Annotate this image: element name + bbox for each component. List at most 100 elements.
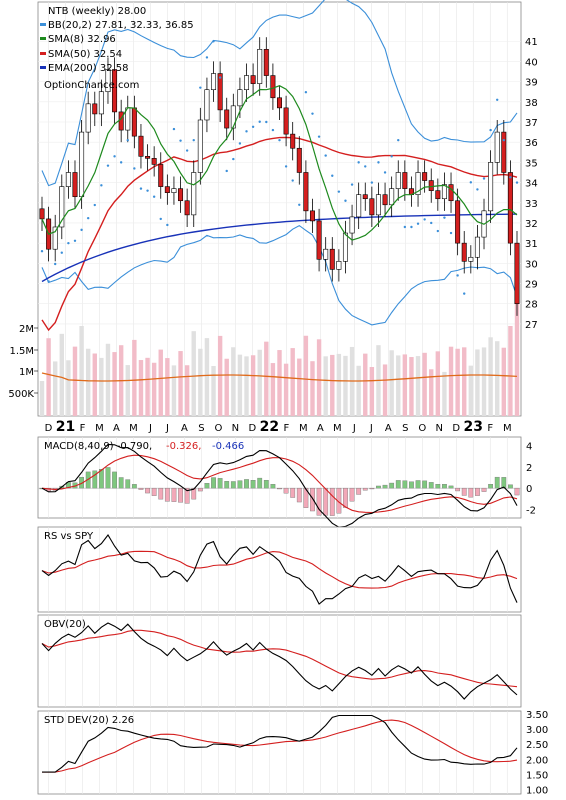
macd-hist-bar [428,482,434,489]
volume-bar [224,358,229,416]
macd-hist-bar [290,487,296,498]
legend-swatch-sma8 [40,37,46,40]
macd-hist-bar [197,487,203,492]
psar-dot [311,112,314,115]
macd-hist-bar [283,487,289,494]
psar-dot [357,161,360,164]
x-tick-label: M [299,423,308,434]
candle-body [92,103,98,115]
candle-body [501,131,507,173]
volume-bar [72,346,78,416]
macd-panel: 4 2 0 -2 MACD(8,40,9) -0.790, -0.326, -0.466 [37,436,536,528]
candle-body [342,232,348,262]
psar-dot [212,40,215,43]
macd-y-tick: 2 [526,463,532,474]
volume-bar [442,371,447,416]
candle-body [178,188,184,202]
x-tick-label: D [452,423,460,434]
candle-body [455,200,461,244]
volume-bar [415,356,421,416]
x-tick-label: M [129,423,138,434]
macd-hist-bar [263,479,269,489]
psar-dot [93,203,96,207]
volume-bar [369,366,375,416]
psar-dot [265,120,268,124]
obv-line [41,622,518,700]
volume-bar [198,348,203,416]
candle-body [474,236,480,258]
psar-dot [304,91,308,94]
psar-dot [146,189,149,192]
candle-body [428,180,434,191]
volume-y-tick: 2M [19,324,34,335]
obv-frame [37,614,522,708]
candle-body [382,194,388,206]
x-tick-label: O [214,423,222,434]
psar-dot [370,181,374,184]
volume-bar [343,355,348,416]
price-y-tick: 41 [525,37,538,48]
psar-dot [482,177,486,180]
volume-bar [250,355,256,416]
price-y-tick: 27 [525,320,538,331]
macd-hist-bar [164,487,170,502]
volume-bar [132,339,137,416]
psar-dot [67,241,70,245]
std-y-tick: 3.50 [526,710,548,721]
macd-hist-bar [151,487,157,496]
candle-body [105,69,111,93]
std-ma-line [42,719,518,773]
psar-dot [159,217,162,221]
candle-body [138,135,144,157]
candle-body [171,188,177,193]
candle-body [356,194,362,218]
psar-dot [456,274,459,277]
volume-bar [85,348,91,416]
macd-hist-bar [343,487,348,508]
volume-bar [514,301,520,416]
price-y-tick: 39 [525,78,538,89]
macd-hist-bar [501,477,507,489]
macd-hist-bar [461,487,467,496]
candle-body [257,49,263,84]
candle-body [296,147,302,173]
volume-bar [356,365,361,416]
obv-title: OBV(20) [44,619,86,630]
candle-body [507,172,513,244]
psar-dot [291,179,294,182]
candle-body [375,194,381,216]
volume-bar [283,363,289,416]
price-y-tick: 36 [525,138,538,149]
psar-dot [476,188,479,191]
volume-bar [184,365,190,416]
psar-dot [40,250,44,253]
macd-hist-bar [145,487,150,494]
volume-bar [52,361,58,416]
legend-site: OptionChance.com [44,80,139,91]
volume-bar [211,366,216,416]
macd-hist-bar [204,483,210,489]
candle-body [336,261,342,270]
candle-body [309,210,315,222]
std-title: STD DEV(20) 2.26 [44,715,134,726]
macd-signal-value: -0.326, [166,441,201,452]
candle-body [316,220,322,260]
volume-bar [475,349,480,416]
volume-y-tick: 1.5M [9,346,34,357]
volume-bar [165,358,170,416]
psar-dot [106,164,110,167]
x-tick-label: S [198,423,204,434]
psar-dot [172,127,176,131]
legend-swatch-sma50 [40,52,46,55]
candle-body [217,73,223,111]
candle-body [303,172,309,212]
candle-body [349,216,355,234]
psar-dot [515,181,519,184]
x-tick-label: O [418,423,426,434]
obv-ma-line [41,629,518,688]
volume-bar [105,343,111,416]
volume-bar [455,348,460,416]
macd-hist-bar [422,480,428,489]
